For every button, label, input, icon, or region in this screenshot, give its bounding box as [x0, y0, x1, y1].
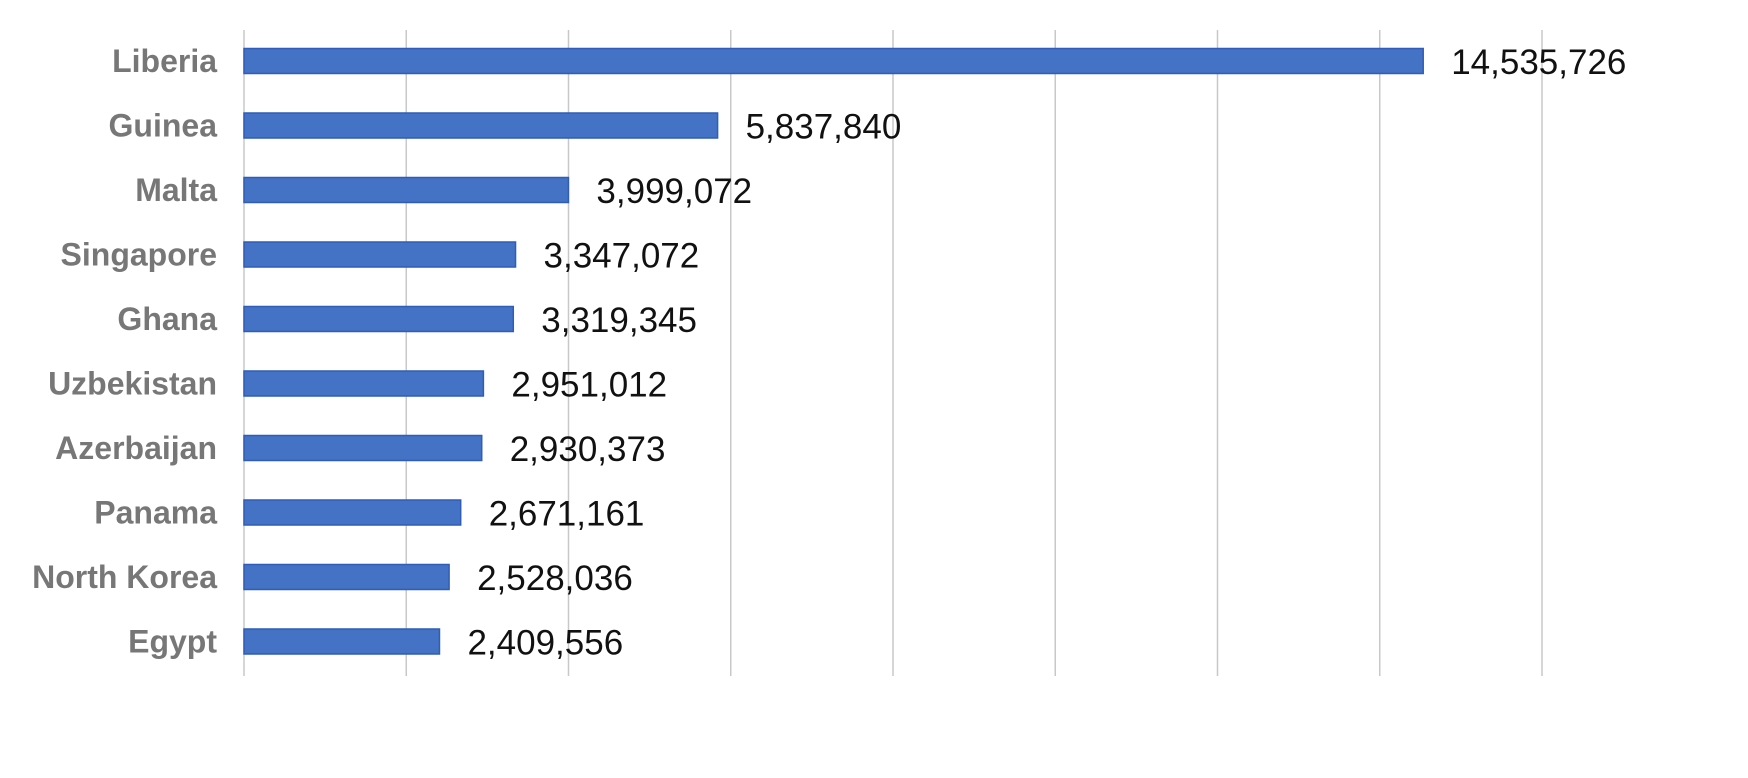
bar-malta	[243, 176, 570, 204]
category-labels: Liberia Guinea Malta Singapore Ghana Uzbekist…	[32, 43, 217, 660]
bar-liberia	[243, 47, 1424, 75]
category-label: Guinea	[109, 108, 218, 144]
data-label: 3,999,072	[596, 172, 752, 211]
data-label: 2,930,373	[510, 430, 666, 469]
category-label: North Korea	[32, 559, 217, 595]
category-label: Azerbaijan	[55, 430, 217, 466]
bar-egypt	[243, 628, 441, 655]
bar-uzbekistan	[243, 370, 485, 397]
category-label: Panama	[94, 495, 217, 531]
bar-panama	[243, 499, 462, 526]
data-label: 2,671,161	[489, 495, 645, 534]
category-label: Liberia	[112, 43, 217, 79]
bar-guinea	[243, 112, 719, 139]
bar-singapore	[243, 241, 517, 268]
data-label: 14,535,726	[1451, 43, 1626, 82]
category-label: Malta	[135, 172, 217, 208]
category-label: Ghana	[117, 301, 217, 337]
data-label: 3,319,345	[541, 301, 697, 340]
data-label: 3,347,072	[544, 237, 700, 276]
bars	[243, 47, 1424, 655]
data-label: 2,528,036	[477, 559, 633, 598]
category-label: Uzbekistan	[48, 366, 217, 402]
data-labels: 14,535,726 5,837,840 3,999,072 3,347,072 3,3…	[467, 43, 1626, 663]
bar-ghana	[243, 305, 515, 333]
category-label: Egypt	[128, 624, 217, 660]
data-label: 2,409,556	[467, 624, 623, 663]
bar-north-korea	[243, 563, 450, 591]
data-label: 2,951,012	[511, 366, 667, 405]
data-label: 5,837,840	[746, 108, 902, 147]
category-label: Singapore	[61, 237, 217, 273]
bar-azerbaijan	[243, 434, 483, 462]
